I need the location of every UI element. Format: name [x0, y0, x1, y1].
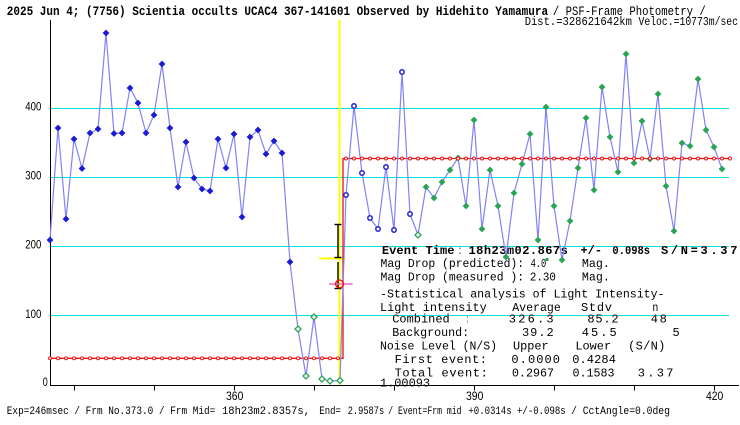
svg-text:18h23m02.867s: 18h23m02.867s — [469, 244, 568, 258]
svg-text:-Statistical analysis of Light: -Statistical analysis of Light Intensity… — [380, 288, 665, 302]
svg-text::: : — [459, 244, 462, 258]
svg-text:+/-: +/- — [581, 244, 603, 258]
svg-text:Dist.=328621642km: Dist.=328621642km — [525, 15, 632, 29]
svg-text:0.2967: 0.2967 — [512, 367, 554, 381]
svg-text:Exp=246msec / Frm No.373.0 / F: Exp=246msec / Frm No.373.0 / Frm Mid= — [7, 406, 216, 418]
svg-text:0: 0 — [43, 375, 48, 389]
svg-text:n: n — [652, 301, 658, 315]
svg-text:/ PSF-Frame Photometry /: / PSF-Frame Photometry / — [553, 4, 706, 19]
svg-text:Event Time: Event Time — [382, 244, 455, 258]
svg-text:Average: Average — [512, 301, 561, 315]
svg-text:End=: End= — [319, 406, 341, 418]
svg-text:Mag Drop (measured ):: Mag Drop (measured ): — [381, 271, 525, 285]
svg-text:0.1583: 0.1583 — [573, 367, 615, 381]
svg-text:200: 200 — [25, 238, 41, 252]
svg-text:4.0: 4.0 — [531, 257, 547, 271]
svg-text:100: 100 — [25, 307, 41, 321]
svg-text:Light intensity: Light intensity — [380, 301, 487, 315]
svg-text:2025 Jun 4; (7756) Scientia oc: 2025 Jun 4; (7756) Scientia occults UCAC… — [7, 4, 548, 19]
svg-text:Background:: Background: — [392, 326, 469, 340]
svg-text:/ Event=Frm mid: / Event=Frm mid — [388, 406, 461, 418]
svg-text:Noise Level (N/S): Noise Level (N/S) — [380, 339, 497, 353]
svg-text:360: 360 — [226, 389, 244, 403]
svg-text:326.3: 326.3 — [509, 312, 554, 326]
svg-text:5: 5 — [673, 326, 680, 340]
svg-text:Upper: Upper — [513, 339, 549, 353]
svg-text:300: 300 — [25, 169, 41, 183]
svg-text:First event:: First event: — [395, 353, 487, 367]
svg-text:Stdv: Stdv — [581, 301, 612, 315]
svg-text:420: 420 — [706, 389, 724, 403]
svg-text:Total event:: Total event: — [395, 367, 488, 381]
svg-text:18h23m2.8357s,: 18h23m2.8357s, — [222, 406, 310, 418]
svg-text:Mag Drop (predicted):: Mag Drop (predicted): — [381, 257, 525, 271]
svg-text:390: 390 — [466, 389, 484, 403]
svg-text:2.9587s: 2.9587s — [348, 406, 385, 418]
svg-text:Mag.: Mag. — [582, 257, 610, 271]
svg-text:0.0000: 0.0000 — [511, 353, 560, 367]
svg-text:48: 48 — [651, 312, 667, 326]
svg-text:0.4284: 0.4284 — [572, 353, 616, 367]
svg-text:1.00093: 1.00093 — [380, 377, 430, 391]
svg-text:85.2: 85.2 — [587, 312, 618, 326]
svg-text::: : — [466, 312, 469, 326]
svg-text:(S/N): (S/N) — [628, 339, 665, 353]
svg-text:Lower: Lower — [575, 339, 611, 353]
svg-text:Combined: Combined — [392, 312, 450, 326]
svg-text:0.098s: 0.098s — [612, 244, 650, 258]
svg-text:400: 400 — [25, 100, 41, 114]
svg-text:/ CctAngle=0.0deg: / CctAngle=0.0deg — [571, 406, 670, 418]
svg-text:39.2: 39.2 — [522, 326, 554, 340]
svg-text:+0.0314s: +0.0314s — [468, 406, 511, 418]
svg-text:Veloc.=10773m/sec: Veloc.=10773m/sec — [639, 15, 739, 29]
svg-text:Mag.: Mag. — [582, 271, 610, 285]
svg-text:2.30: 2.30 — [530, 271, 556, 285]
svg-text:+/-0.098s: +/-0.098s — [517, 406, 566, 418]
